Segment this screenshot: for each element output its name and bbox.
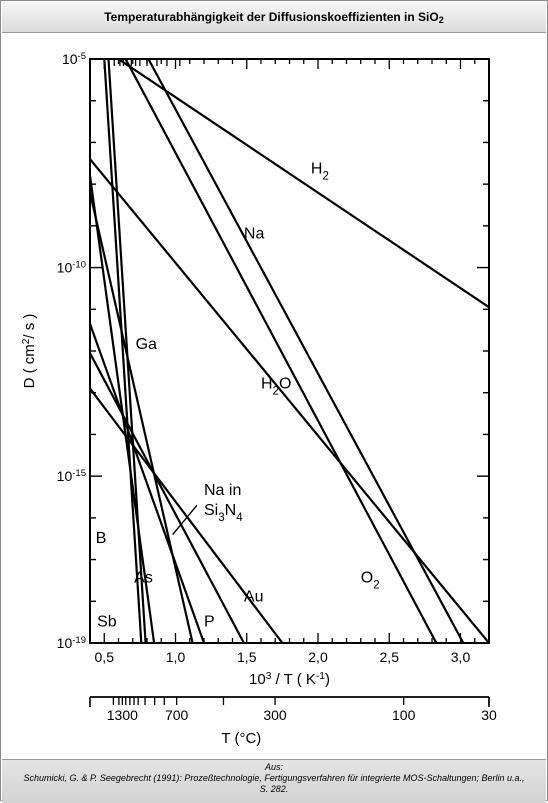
x-tick-label: 1,5 bbox=[237, 649, 257, 665]
series-group bbox=[90, 59, 489, 643]
series-line bbox=[90, 175, 156, 643]
temperature-tick-label: 1300 bbox=[107, 707, 138, 723]
y-axis-label: D ( cm2/ s ) bbox=[21, 314, 39, 389]
na-in-si3n4-leader bbox=[172, 504, 198, 535]
x-tick-label: 2,0 bbox=[308, 649, 328, 665]
series-label: P bbox=[204, 613, 215, 630]
series-line bbox=[90, 158, 489, 643]
series-label: B bbox=[96, 530, 107, 547]
series-line bbox=[124, 59, 438, 643]
series-label: Sb bbox=[97, 613, 117, 630]
series-line bbox=[90, 387, 284, 643]
series-label: H2O bbox=[261, 376, 291, 398]
title-text: Temperaturabhängigkeit der Diffusionskoe… bbox=[104, 10, 439, 24]
series-line bbox=[90, 323, 206, 643]
temperature-tick-label: 700 bbox=[165, 707, 189, 723]
temperature-tick-label: 300 bbox=[263, 707, 287, 723]
series-line bbox=[90, 192, 194, 643]
series-line bbox=[147, 59, 465, 643]
y-tick-label: 10-10 bbox=[57, 259, 86, 276]
series-label: As bbox=[134, 570, 153, 587]
series-label: Ga bbox=[136, 336, 157, 353]
source-page: S. 282. bbox=[259, 784, 289, 794]
temperature-tick-label: 30 bbox=[481, 707, 497, 723]
series-line bbox=[117, 59, 489, 309]
x-tick-label: 2,5 bbox=[380, 649, 400, 665]
x-tick-label: 3,0 bbox=[451, 649, 471, 665]
temperature-axis-label: T (°C) bbox=[221, 730, 261, 747]
page-title: Temperaturabhängigkeit der Diffusionskoe… bbox=[2, 2, 546, 33]
y-tick-label: 10-15 bbox=[57, 468, 86, 485]
series-label: H2 bbox=[311, 161, 329, 183]
temperature-tick-label: 100 bbox=[392, 707, 416, 723]
title-subscript: 2 bbox=[438, 15, 444, 25]
x-tick-label: 1,0 bbox=[166, 649, 186, 665]
series-line bbox=[103, 59, 143, 643]
x-axis-label: 103 / T ( K-1) bbox=[249, 671, 330, 689]
series-label: O2 bbox=[361, 570, 380, 592]
series-label: Na in bbox=[204, 482, 241, 499]
source-caption: Aus: Schumicki, G. & P. Seegebrecht (199… bbox=[2, 759, 546, 803]
source-citation: Schumicki, G. & P. Seegebrecht (1991): P… bbox=[23, 773, 525, 783]
y-tick-label: 10-5 bbox=[62, 51, 86, 68]
series-label: Si3N4 bbox=[204, 502, 243, 524]
x-tick-label: 0,5 bbox=[95, 649, 115, 665]
series-label: Na bbox=[244, 225, 265, 242]
y-tick-label: 10-19 bbox=[57, 635, 86, 652]
series-label: Au bbox=[244, 588, 264, 605]
series-line bbox=[90, 352, 245, 643]
source-label: Aus: bbox=[264, 762, 283, 772]
